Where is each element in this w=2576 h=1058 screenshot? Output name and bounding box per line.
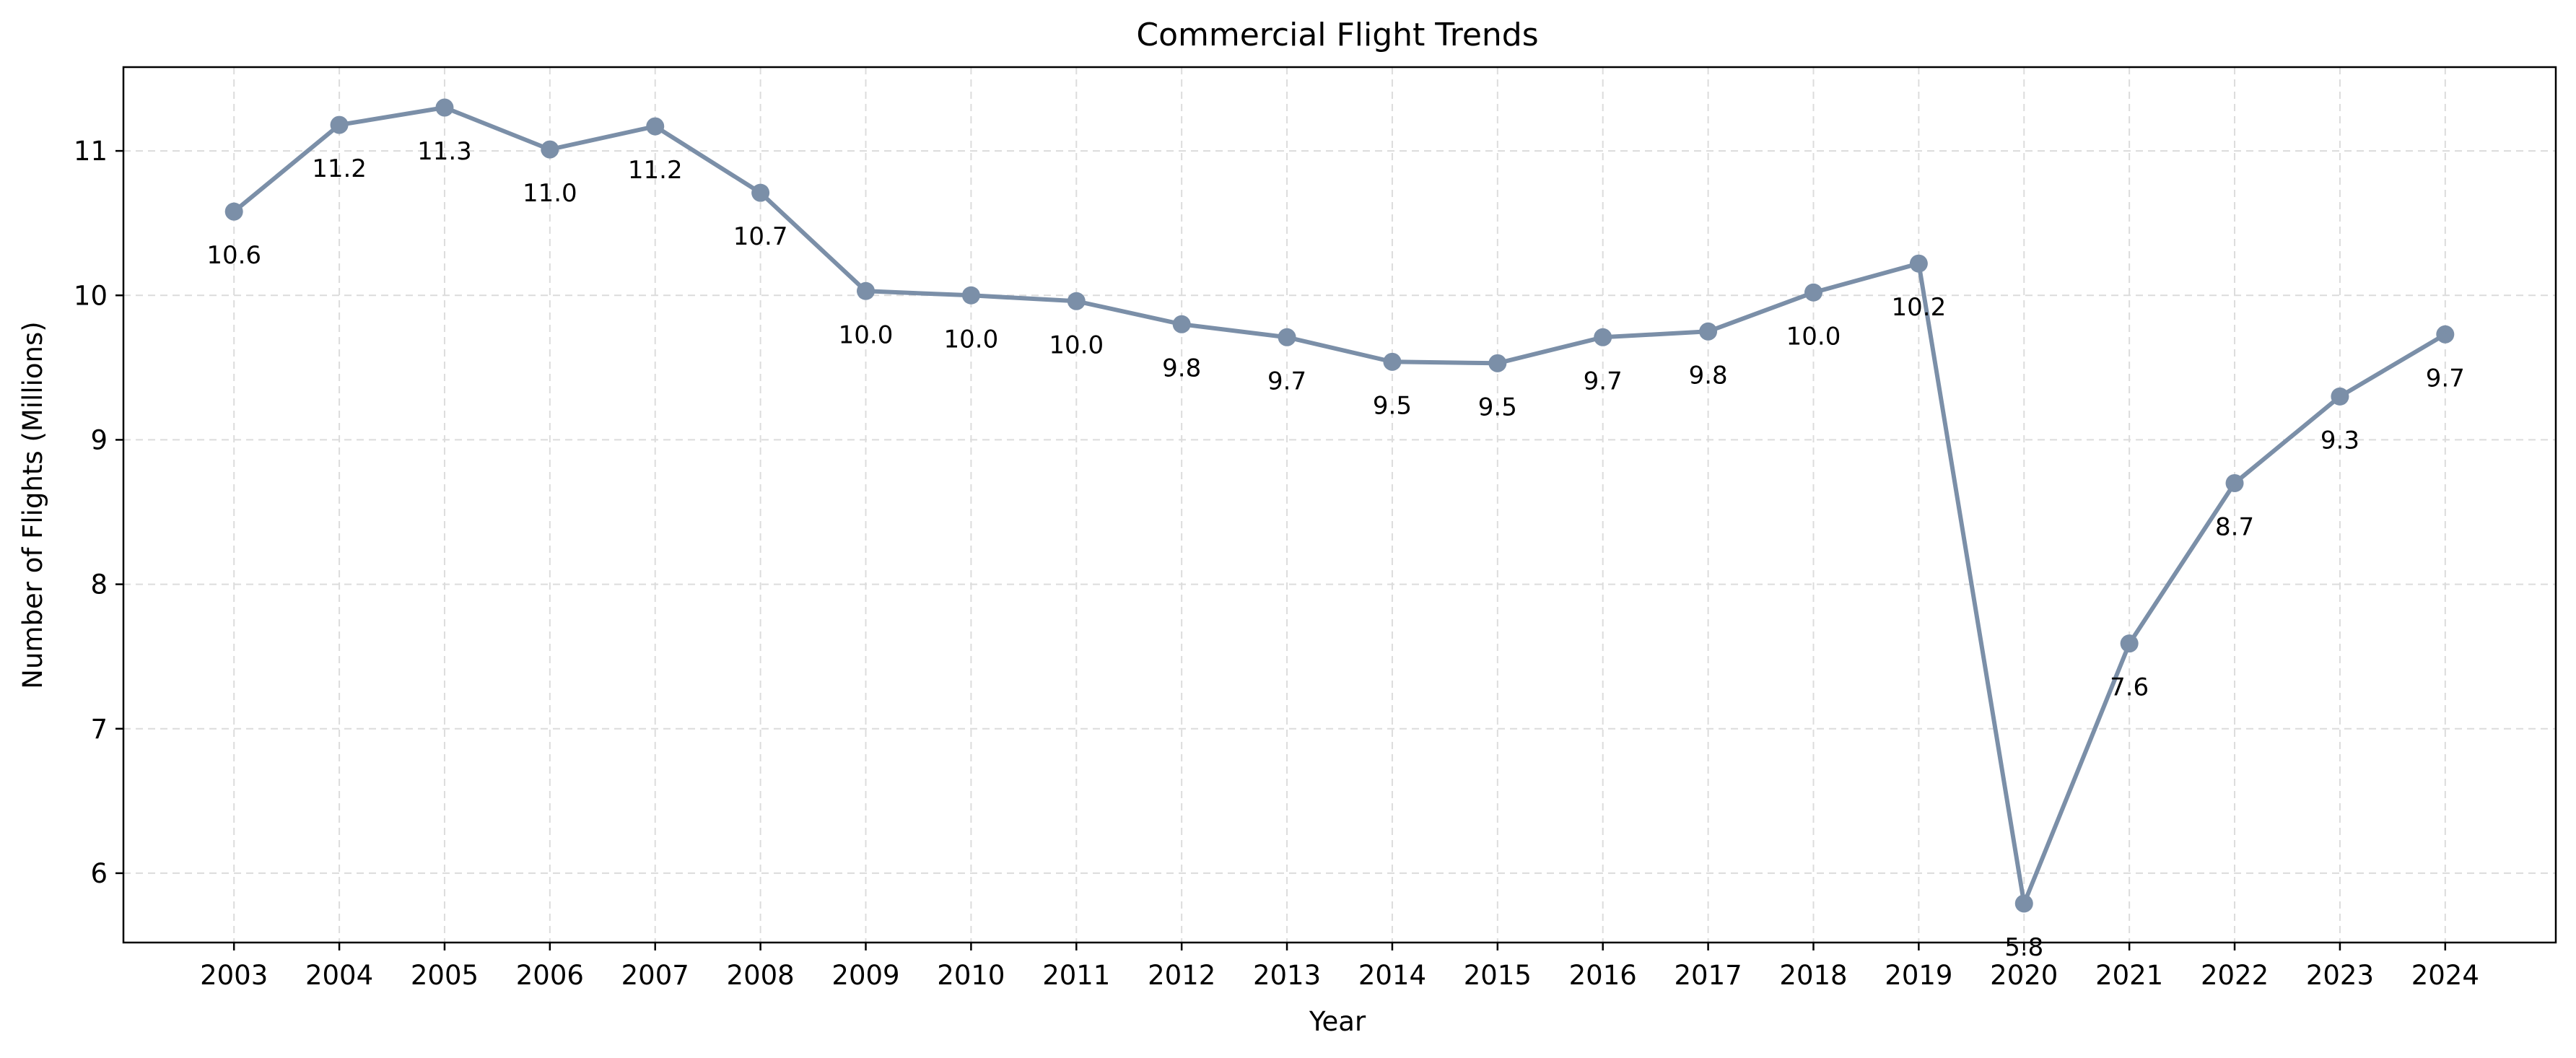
x-tick-label: 2007 <box>621 960 689 991</box>
data-point <box>2014 894 2033 913</box>
series-line <box>232 105 2448 906</box>
y-tick-label: 7 <box>90 714 108 745</box>
x-tick-label: 2021 <box>2095 960 2163 991</box>
data-label: 9.7 <box>1584 367 1623 395</box>
data-label: 10.0 <box>944 325 999 354</box>
x-tick-label: 2009 <box>831 960 899 991</box>
x-tick-label: 2006 <box>516 960 584 991</box>
x-tick-label: 2023 <box>2306 960 2374 991</box>
grid-lines <box>123 67 2556 943</box>
x-tick-label: 2012 <box>1148 960 1215 991</box>
x-tick-label: 2019 <box>1885 960 1952 991</box>
y-tick-label: 6 <box>90 858 108 889</box>
data-point <box>1172 315 1191 333</box>
data-label: 11.3 <box>417 137 472 166</box>
x-tick-label: 2016 <box>1569 960 1637 991</box>
data-label: 10.6 <box>206 241 261 270</box>
data-point <box>2225 473 2244 492</box>
x-tick-label: 2014 <box>1358 960 1426 991</box>
x-tick-label: 2018 <box>1779 960 1847 991</box>
x-tick-label: 2013 <box>1253 960 1321 991</box>
data-label: 11.2 <box>628 156 683 185</box>
data-point <box>330 115 349 134</box>
data-label: 9.5 <box>1478 393 1517 421</box>
x-tick-label: 2017 <box>1675 960 1742 991</box>
data-point <box>1594 328 1612 346</box>
data-point <box>1383 352 1402 371</box>
data-label: 11.2 <box>312 154 367 183</box>
y-axis-label: Number of Flights (Millions) <box>17 321 48 688</box>
data-point <box>857 281 876 300</box>
data-point <box>2331 387 2349 406</box>
y-tick-label: 8 <box>90 569 108 600</box>
data-labels: 10.6 11.2 11.3 11.0 11.2 10.7 10.0 10.0 10.0 9.8 9… <box>206 137 2465 962</box>
y-tick-label: 9 <box>90 424 108 455</box>
x-tick-label: 2022 <box>2201 960 2269 991</box>
x-tick-label: 2015 <box>1464 960 1532 991</box>
x-axis-label: Year <box>1309 1006 1366 1037</box>
data-point <box>1278 328 1296 346</box>
y-tick-label: 11 <box>74 136 108 167</box>
data-label: 10.2 <box>1892 293 1947 322</box>
x-tick-label: 2020 <box>1990 960 2058 991</box>
x-tick-label: 2011 <box>1042 960 1110 991</box>
chart-title: Commercial Flight Trends <box>1136 17 1538 53</box>
data-point <box>961 286 980 305</box>
data-label: 10.0 <box>1786 322 1841 351</box>
data-point <box>1804 283 1822 302</box>
data-point <box>1488 354 1507 372</box>
data-point <box>541 140 559 159</box>
data-label: 8.7 <box>2215 512 2254 541</box>
data-label: 10.7 <box>733 222 788 251</box>
data-point <box>1699 322 1718 341</box>
axis-ticks: 2003 2004 2005 2006 2007 2008 2009 2010 2011 2012… <box>74 136 2479 991</box>
data-point <box>1067 292 1086 310</box>
data-label: 9.7 <box>2426 364 2465 393</box>
x-tick-label: 2004 <box>305 960 373 991</box>
data-label: 11.0 <box>523 179 577 208</box>
x-tick-label: 2024 <box>2411 960 2479 991</box>
series-line-group <box>224 98 2455 913</box>
data-point <box>646 117 665 136</box>
data-label: 9.3 <box>2320 426 2359 455</box>
x-tick-label: 2005 <box>411 960 479 991</box>
data-label: 9.7 <box>1267 367 1306 395</box>
data-label: 5.8 <box>2004 933 2043 962</box>
data-label: 7.6 <box>2110 673 2149 702</box>
x-tick-label: 2010 <box>937 960 1005 991</box>
data-point <box>435 98 454 117</box>
y-tick-label: 10 <box>74 280 108 311</box>
data-label: 10.0 <box>839 320 894 349</box>
data-label: 9.8 <box>1689 361 1728 390</box>
data-point <box>2436 325 2455 344</box>
data-point <box>224 202 243 221</box>
data-label: 9.5 <box>1373 391 1412 420</box>
x-tick-label: 2003 <box>200 960 268 991</box>
x-tick-label: 2008 <box>727 960 795 991</box>
plot-frame <box>122 66 2557 944</box>
data-point <box>751 183 770 202</box>
data-point <box>1909 254 1928 273</box>
data-label: 10.0 <box>1049 331 1104 359</box>
data-point <box>2120 634 2139 653</box>
data-label: 9.8 <box>1162 354 1201 382</box>
